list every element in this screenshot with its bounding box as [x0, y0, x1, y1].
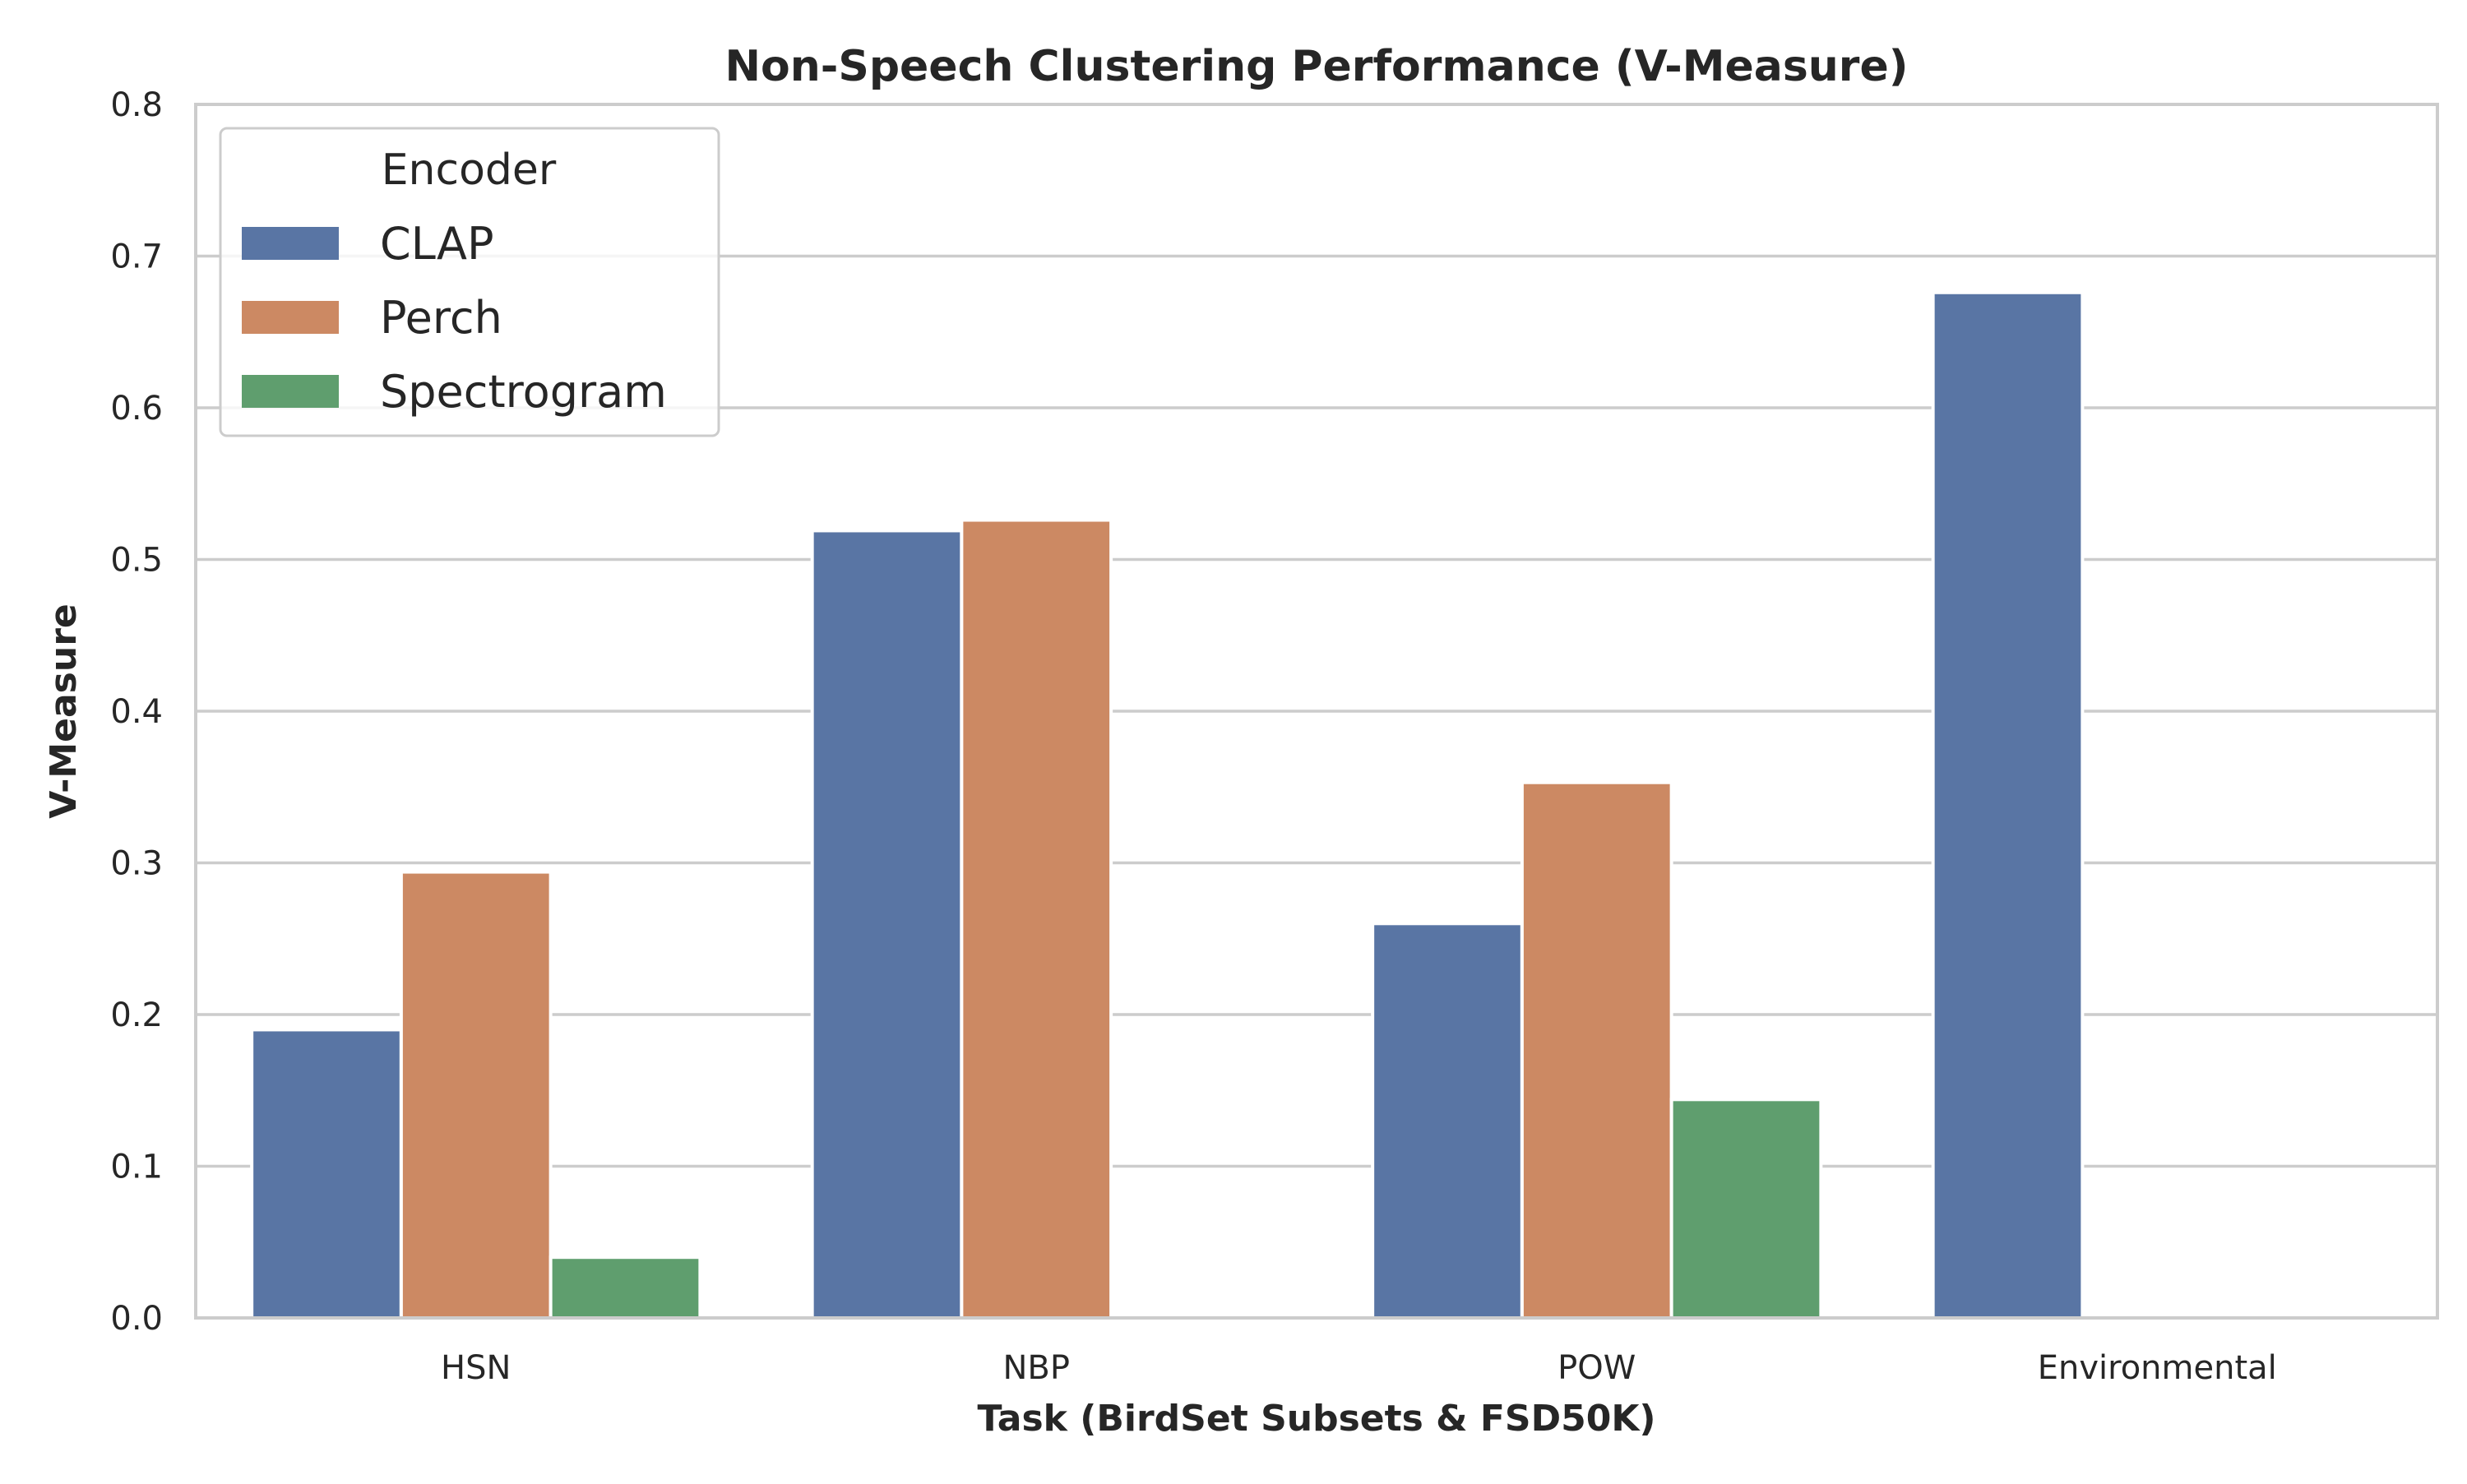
bar-spectrogram-pow [1669, 1098, 1823, 1320]
x-tick-label: HSN [441, 1349, 511, 1387]
legend-swatch-perch [242, 301, 339, 334]
bar-clap-environmental [1931, 290, 2085, 1320]
legend-items: CLAP Perch Spectrogram [242, 218, 667, 418]
bar-clap-hsn [250, 1028, 403, 1320]
x-tick-label: POW [1557, 1349, 1636, 1387]
bar-spectrogram-hsn [548, 1255, 702, 1320]
legend-label-clap: CLAP [380, 218, 494, 270]
legend-title: Encoder [382, 146, 557, 195]
y-tick-label: 0.8 [110, 86, 163, 124]
legend-swatch-spectrogram [242, 375, 339, 408]
bar-clap-pow [1371, 922, 1524, 1320]
legend-box [219, 127, 720, 437]
bars [250, 290, 2085, 1320]
x-tick-label: Environmental [2038, 1349, 2277, 1387]
y-tick-label: 0.0 [110, 1300, 163, 1338]
legend-label-perch: Perch [380, 292, 502, 344]
y-tick-label: 0.1 [110, 1149, 163, 1186]
x-tick-labels: HSN NBP POW Environmental [441, 1349, 2277, 1387]
legend: Encoder CLAP Perch Spectrogram [219, 127, 720, 437]
bar-perch-hsn [399, 870, 553, 1320]
y-tick-label: 0.5 [110, 542, 163, 580]
bar-clap-nbp [810, 529, 964, 1320]
legend-swatch-clap [242, 227, 339, 260]
chart-title: Non-Speech Clustering Performance (V-Mea… [725, 42, 1909, 91]
x-tick-label: NBP [1003, 1349, 1070, 1387]
y-tick-label: 0.2 [110, 996, 163, 1034]
y-tick-label: 0.7 [110, 238, 163, 276]
y-axis-label: V-Measure [43, 603, 85, 819]
plot-frame [194, 103, 2439, 1320]
y-tick-label: 0.6 [110, 390, 163, 428]
y-tick-label: 0.3 [110, 845, 163, 883]
y-tick-label: 0.4 [110, 693, 163, 731]
x-axis-label: Task (BirdSet Subsets & FSD50K) [977, 1398, 1655, 1440]
y-tick-labels: 0.0 0.1 0.2 0.3 0.4 0.5 0.6 0.7 0.8 [110, 86, 163, 1338]
bar-perch-nbp [960, 518, 1113, 1320]
bar-perch-pow [1520, 780, 1673, 1320]
legend-label-spectrogram: Spectrogram [380, 366, 667, 418]
